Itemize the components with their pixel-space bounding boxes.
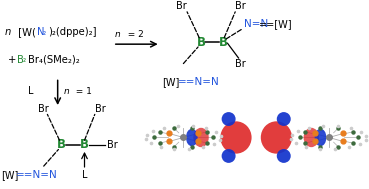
Ellipse shape bbox=[277, 112, 291, 126]
Text: Br: Br bbox=[235, 1, 246, 11]
Text: +: + bbox=[8, 55, 18, 65]
Text: ₂: ₂ bbox=[23, 55, 26, 64]
Text: B: B bbox=[80, 138, 89, 151]
Text: = 1: = 1 bbox=[74, 87, 92, 96]
Text: B: B bbox=[197, 36, 206, 49]
Text: N=N: N=N bbox=[244, 19, 269, 29]
Ellipse shape bbox=[220, 121, 252, 154]
Text: ==N=N: ==N=N bbox=[178, 77, 220, 87]
Text: n: n bbox=[4, 27, 11, 37]
Text: ==[W]: ==[W] bbox=[259, 19, 293, 29]
Text: B: B bbox=[57, 138, 66, 151]
Text: )₂(dppe)₂]: )₂(dppe)₂] bbox=[48, 27, 96, 37]
Text: [W]: [W] bbox=[1, 170, 18, 180]
Text: = 2: = 2 bbox=[126, 29, 144, 39]
Text: B: B bbox=[218, 36, 228, 49]
Text: Br: Br bbox=[94, 104, 105, 114]
Text: Br: Br bbox=[38, 104, 48, 114]
Text: n: n bbox=[115, 29, 120, 39]
Ellipse shape bbox=[261, 121, 292, 154]
Text: N: N bbox=[37, 27, 44, 37]
Text: Br₄(SMe₂)₂: Br₄(SMe₂)₂ bbox=[28, 55, 79, 65]
Text: ₂: ₂ bbox=[43, 28, 46, 37]
Ellipse shape bbox=[304, 128, 319, 147]
Ellipse shape bbox=[222, 112, 235, 126]
Ellipse shape bbox=[186, 129, 198, 146]
Text: B: B bbox=[17, 55, 24, 65]
Text: L: L bbox=[82, 170, 87, 180]
Text: n: n bbox=[63, 87, 69, 96]
Text: L: L bbox=[28, 86, 34, 96]
Ellipse shape bbox=[315, 129, 327, 146]
Ellipse shape bbox=[193, 128, 209, 147]
Text: [W(: [W( bbox=[15, 27, 36, 37]
Ellipse shape bbox=[222, 149, 235, 163]
Ellipse shape bbox=[277, 149, 291, 163]
Text: [W]: [W] bbox=[162, 77, 180, 87]
Text: Br: Br bbox=[107, 140, 118, 150]
Text: ==N=N: ==N=N bbox=[16, 170, 58, 180]
Text: Br: Br bbox=[235, 59, 246, 69]
Text: Br: Br bbox=[176, 1, 187, 11]
